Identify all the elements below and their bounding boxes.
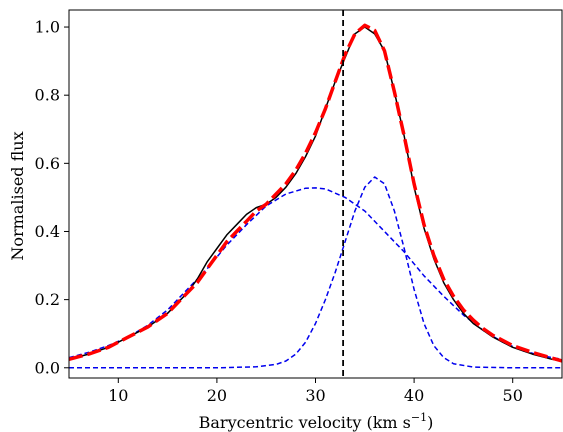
y-tick-label: 0.6: [35, 154, 60, 173]
x-tick-label: 40: [404, 386, 424, 405]
y-tick-label: 0.8: [35, 86, 60, 105]
x-tick-label: 50: [503, 386, 523, 405]
x-tick-label: 20: [207, 386, 227, 405]
series-line-fit: [69, 23, 562, 363]
y-axis-label: Normalised flux: [8, 131, 27, 260]
y-tick-label: 0.0: [35, 358, 60, 377]
x-axis-label-tail: ): [427, 413, 433, 432]
x-tick-label: 30: [305, 386, 325, 405]
series-line-observed: [69, 26, 562, 362]
x-axis-label-superscript: −1: [411, 411, 427, 424]
series-line-component-narrow: [69, 176, 562, 369]
y-tick-label: 0.4: [35, 222, 60, 241]
x-tick-label: 10: [108, 386, 128, 405]
plot-area: [69, 10, 562, 378]
x-axis-label: Barycentric velocity (km s−1): [199, 411, 434, 432]
y-tick-label: 1.0: [35, 18, 60, 37]
y-tick-label: 0.2: [35, 290, 60, 309]
x-axis-label-main: Barycentric velocity (km s: [199, 413, 411, 432]
x-axis: 10 20 30 40 50: [108, 378, 523, 405]
y-axis: 0.0 0.2 0.4 0.6 0.8 1.0: [35, 18, 69, 377]
